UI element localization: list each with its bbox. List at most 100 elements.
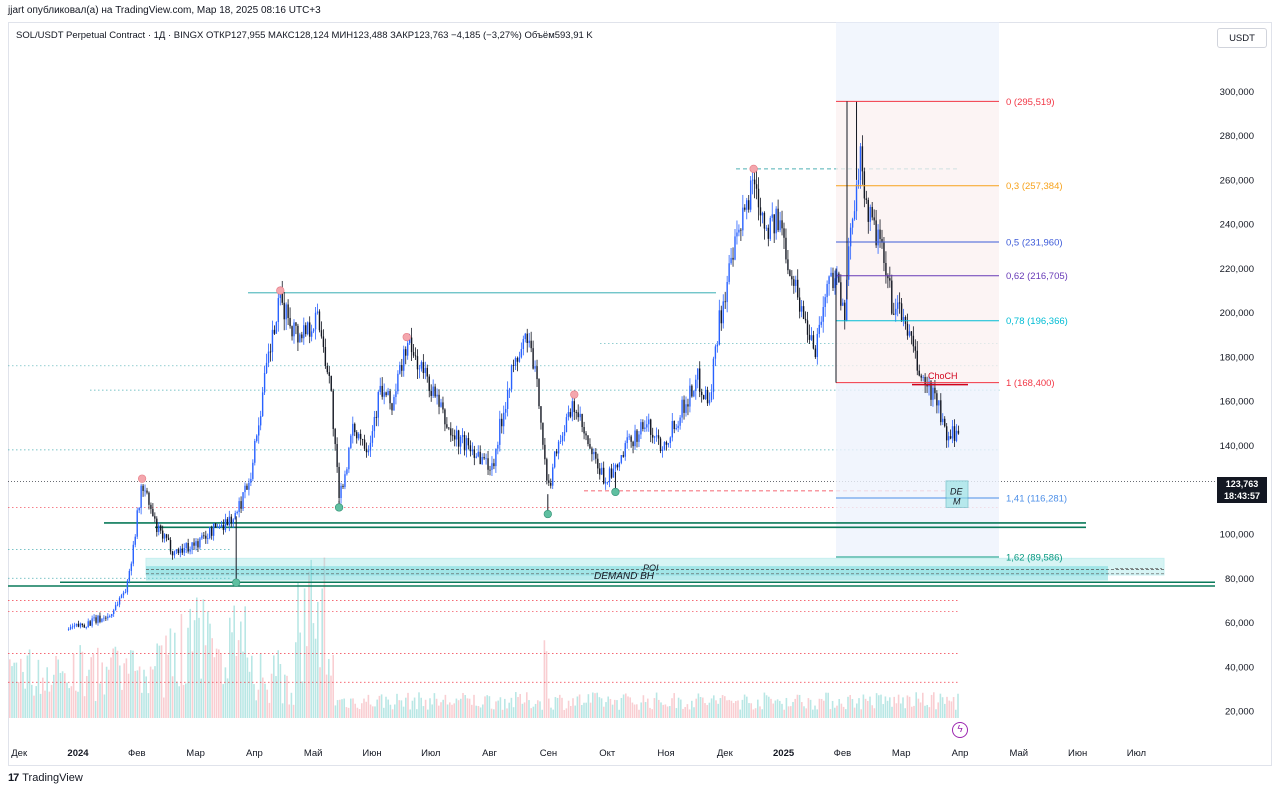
volume-bar [105,666,108,718]
candle-body [895,308,897,315]
volume-bar [506,708,508,718]
candle-body [273,329,276,334]
volume-bar [809,699,812,718]
candle-body [138,507,140,511]
volume-bar [176,681,178,718]
volume-bar [174,632,176,718]
candle-body [218,526,221,528]
volume-bar [468,698,471,718]
candle-body [499,418,501,445]
volume-bar [259,653,262,718]
volume-bar [517,697,519,718]
candle-body [583,427,585,434]
volume-bar [220,653,222,718]
candle-body [283,302,285,320]
candle-body [316,311,319,313]
flash-icon[interactable]: ϟ [952,722,968,738]
candle-body [601,467,603,475]
candle-body [581,413,583,428]
candle-body [493,463,495,467]
candle-body [471,449,474,452]
candle-body [585,433,587,436]
candle-body [371,431,374,443]
volume-bar [664,704,667,718]
volume-bar [585,702,587,718]
candle-body [391,403,393,411]
candle-body [569,412,572,417]
candle-body [610,468,613,478]
volume-bar [418,692,420,718]
candle-body [130,563,133,571]
candle-body [673,421,675,430]
candle-body [114,605,117,611]
volume-bar [884,696,887,718]
candle-body [653,436,656,438]
candle-body [107,616,109,619]
candle-body [616,464,619,468]
volume-bar [48,691,51,718]
candle-body [83,625,85,628]
candle-body [753,179,756,185]
candle-body [330,375,332,391]
candle-body [659,438,662,451]
candle-body [742,207,744,231]
swing-high-marker [276,286,285,295]
candle-body [599,468,601,475]
volume-bar [563,709,565,718]
candle-body [359,433,362,439]
candle-body [250,478,252,483]
volume-bar [68,688,70,718]
candle-body [685,404,687,413]
candle-body [624,443,626,457]
volume-bar [339,699,341,718]
volume-bar [141,692,143,718]
volume-bar [693,707,695,718]
candle-body [834,278,836,289]
volume-bar [653,698,656,718]
volume-bar [160,645,163,718]
candle-body [871,206,873,218]
volume-bar [90,657,92,718]
volume-bar [363,698,365,718]
volume-bar [457,700,460,718]
candle-body [724,301,726,303]
volume-bar [677,697,680,718]
candle-body [177,549,180,554]
volume-bar [614,699,616,718]
volume-bar [915,692,917,718]
candle-body [169,540,172,552]
candle-body [844,302,846,321]
tradingview-footer[interactable]: 17 TradingView [8,772,83,784]
candle-body [804,318,807,321]
volume-bar [596,692,598,718]
volume-bar [383,707,385,718]
volume-bar [891,706,893,718]
candle-body [79,623,82,627]
volume-bar [97,647,99,718]
candle-body [236,511,238,514]
volume-bar [754,708,757,718]
currency-button[interactable]: USDT [1217,28,1267,48]
candle-body [383,392,385,397]
volume-bar [842,706,845,718]
candle-body [808,334,811,340]
volume-bar [70,686,73,718]
volume-bar [917,698,920,718]
candle-body [944,418,946,427]
candle-body [363,439,366,449]
candle-body [855,184,858,212]
candle-body [865,198,868,200]
candle-body [503,412,505,427]
volume-bar [710,698,713,718]
candle-body [771,214,773,218]
volume-bar [944,703,946,718]
candle-body [789,270,791,277]
volume-bar [818,698,821,718]
candle-body [765,227,768,229]
volume-bar [64,673,66,718]
volume-bar [512,707,515,718]
candle-body [955,430,958,441]
candle-body [428,376,430,392]
fib-label: 1,41 (116,281) [1006,493,1067,504]
